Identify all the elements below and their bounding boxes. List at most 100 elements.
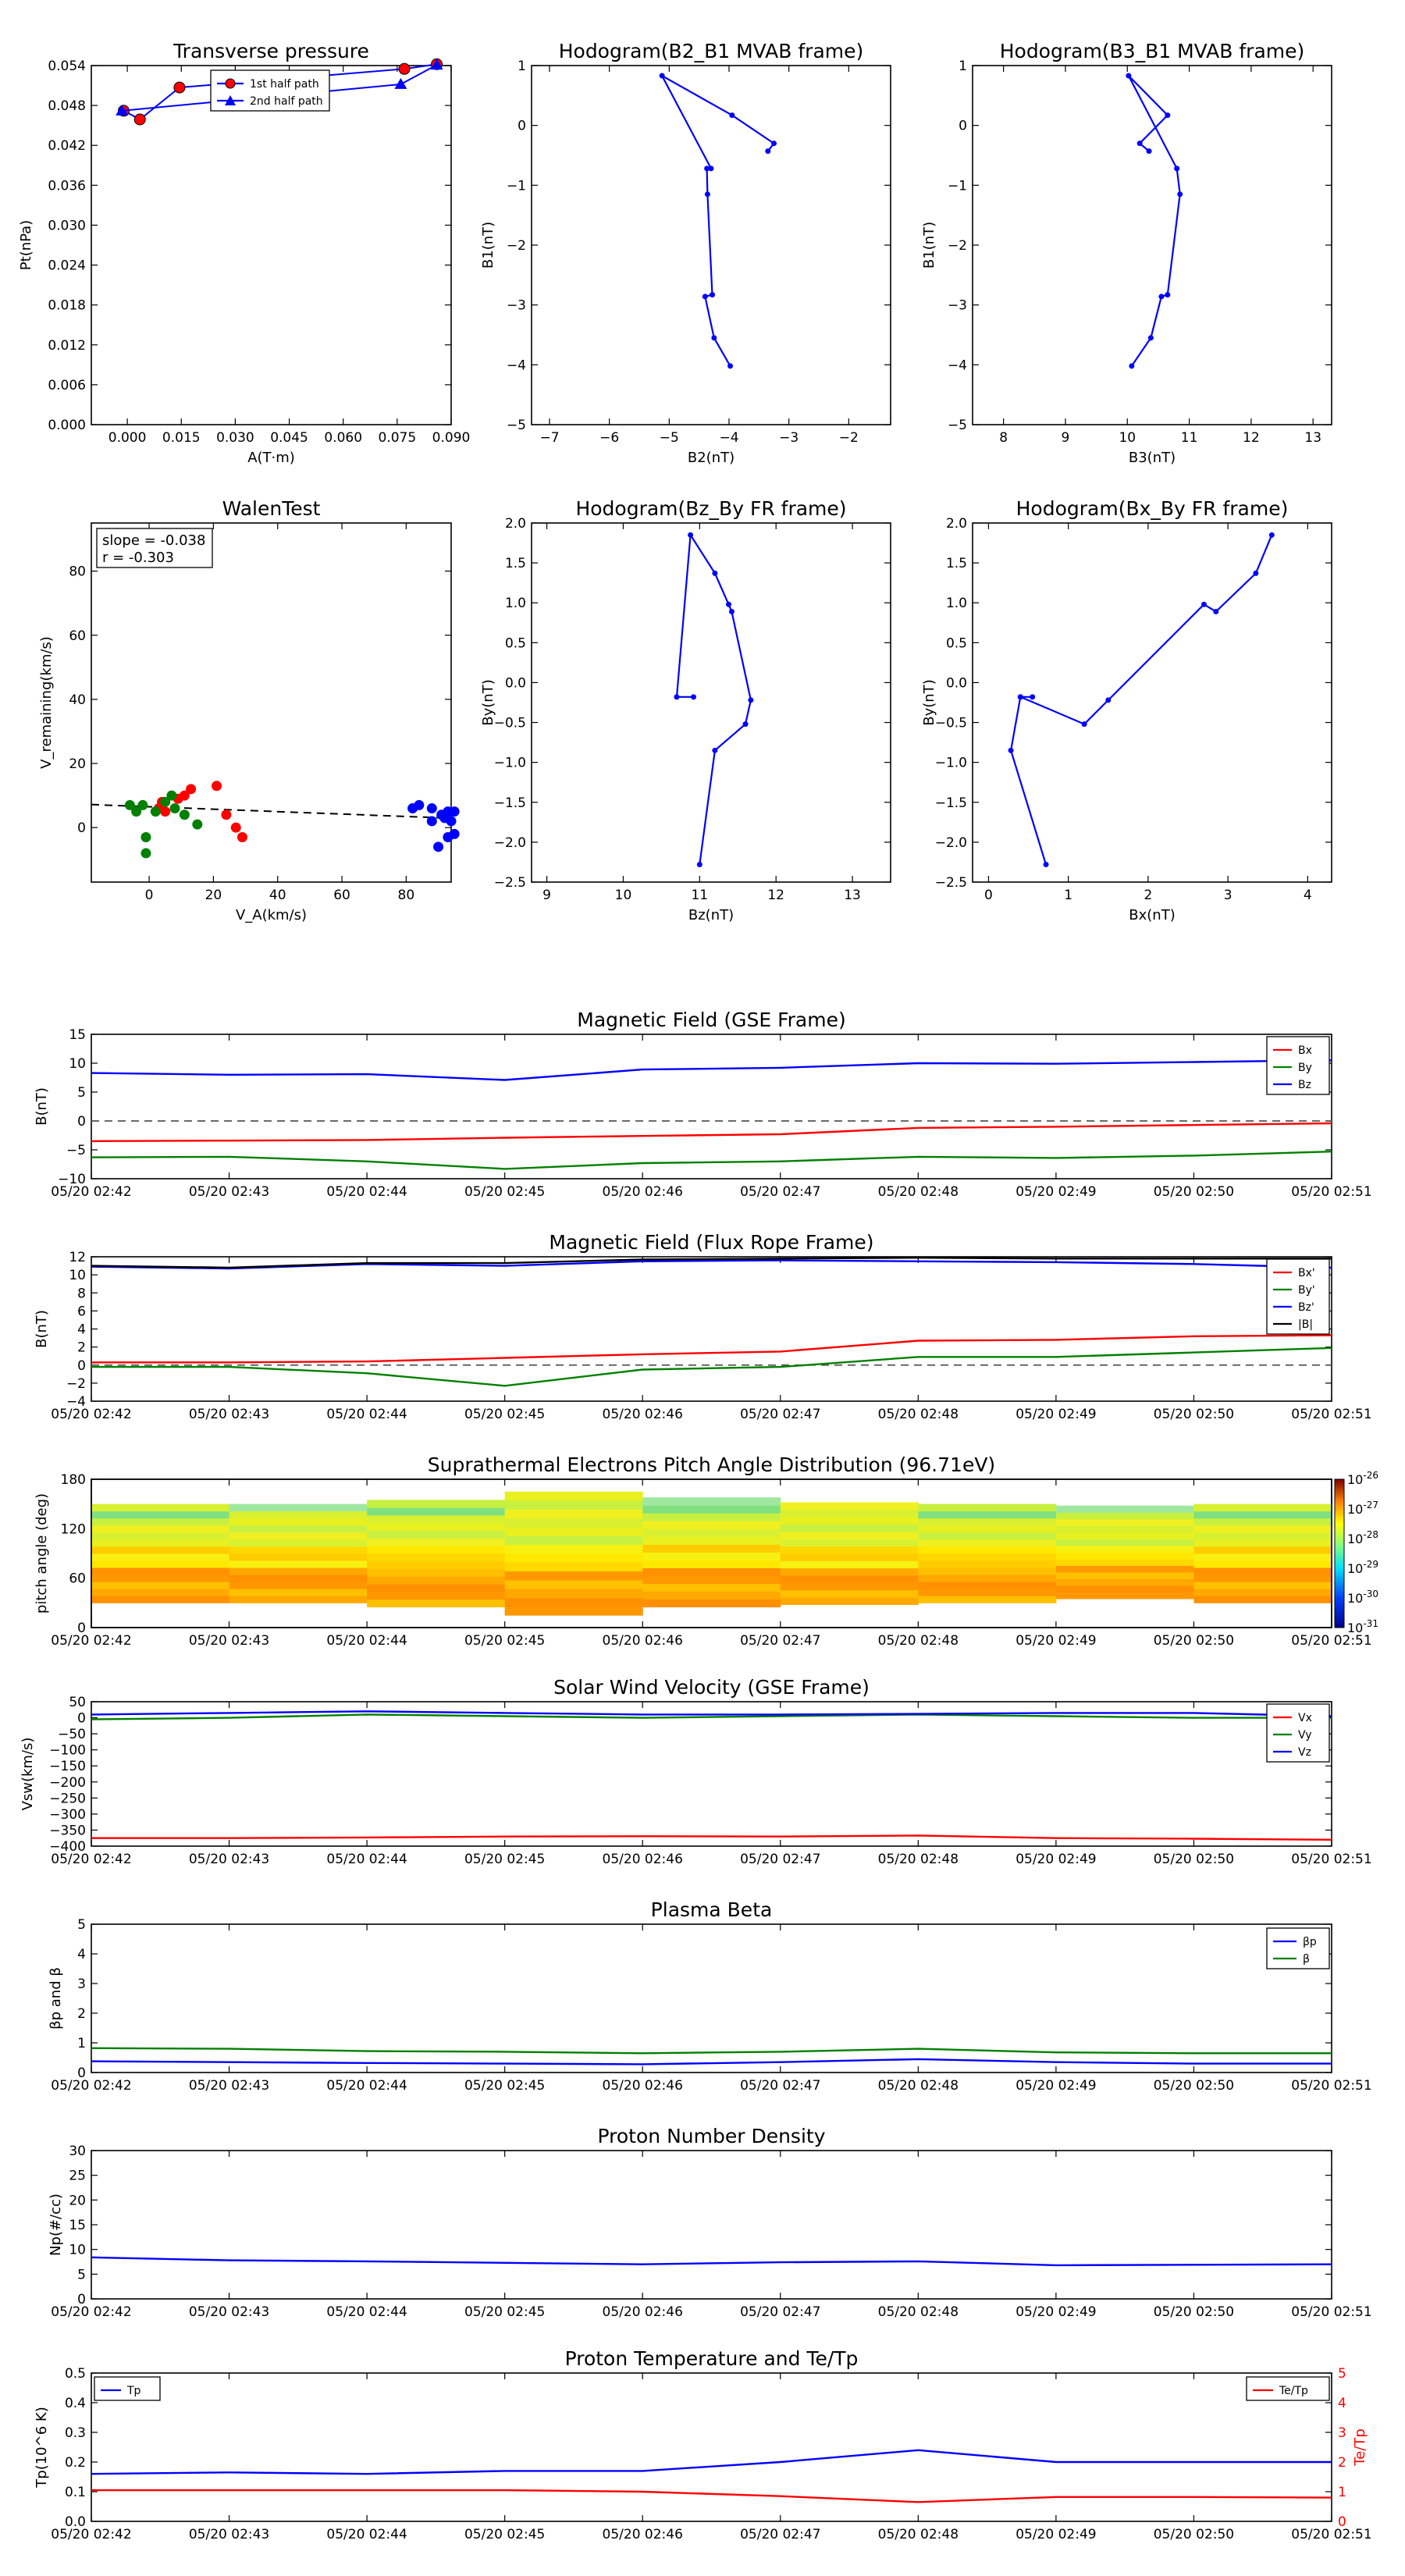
chart-title: Hodogram(B2_B1 MVAB frame) xyxy=(559,40,864,62)
hodogram-path xyxy=(660,73,776,367)
heatmap-cell xyxy=(780,1531,919,1539)
x-tick-label: 0.045 xyxy=(270,430,308,446)
heatmap-cell xyxy=(780,1560,919,1569)
heatmap-frame xyxy=(91,1478,1332,1628)
y-axis-label: pitch angle (deg) xyxy=(34,1493,50,1614)
x-tick-label: 05/20 02:46 xyxy=(603,1184,683,1200)
legend-label: Te/Tp xyxy=(1279,2385,1308,2397)
heatmap-cell xyxy=(1055,1558,1194,1566)
walen-point xyxy=(212,781,222,792)
heatmap-cell xyxy=(504,1562,643,1572)
hodogram-point xyxy=(1008,747,1014,753)
x-tick-label: 05/20 02:48 xyxy=(878,1407,959,1422)
heatmap-cell xyxy=(1055,1565,1194,1573)
y-right-tick-label: 5 xyxy=(1338,2366,1346,2382)
x-tick-label: 20 xyxy=(205,888,222,903)
x-tick-label: 05/20 02:50 xyxy=(1154,2078,1234,2094)
legend-label: βp xyxy=(1303,1936,1317,1948)
x-tick-label: 12 xyxy=(1243,430,1260,446)
x-tick-label: 05/20 02:42 xyxy=(51,1852,131,1867)
x-tick-label: 05/20 02:44 xyxy=(326,2527,407,2542)
x-tick-label: 05/20 02:43 xyxy=(189,2304,269,2320)
x-tick-label: 05/20 02:44 xyxy=(326,1184,407,1200)
x-tick-label: 05/20 02:48 xyxy=(878,1852,959,1867)
heatmap-cell xyxy=(918,1510,1057,1519)
hodogram-bx-by-chart-frame xyxy=(972,522,1332,883)
x-tick-label: 05/20 02:50 xyxy=(1154,2527,1234,2542)
walen-point xyxy=(449,828,460,839)
heatmap-cell xyxy=(229,1532,368,1540)
x-tick-label: 05/20 02:42 xyxy=(51,2078,131,2094)
x-tick-label: 05/20 02:44 xyxy=(326,2078,407,2094)
hodogram-point xyxy=(748,697,754,703)
walen-point xyxy=(414,799,425,810)
heatmap-cell xyxy=(91,1532,230,1540)
hodogram-point xyxy=(704,191,710,197)
heatmap-cell xyxy=(1055,1525,1194,1533)
legend-label: Vx xyxy=(1298,1712,1312,1724)
hodogram-point xyxy=(659,73,665,79)
x-tick-label: 05/20 02:47 xyxy=(740,2304,820,2320)
y-tick-label: 0 xyxy=(77,820,86,836)
legend xyxy=(1246,2376,1330,2401)
series-line xyxy=(91,2058,1332,2065)
y-tick-label: −2 xyxy=(66,1376,86,1392)
x-tick-label: 05/20 02:46 xyxy=(603,1407,683,1422)
heatmap-cell xyxy=(780,1589,919,1598)
hodogram-point xyxy=(728,608,735,614)
x-tick-label: 05/20 02:45 xyxy=(464,2304,545,2320)
x-tick-label: 0.030 xyxy=(216,430,254,446)
y-tick-label: 6 xyxy=(77,1304,86,1319)
y-tick-label: −10 xyxy=(58,1172,86,1187)
y-axis-label: V_remaining(km/s) xyxy=(38,636,55,769)
y-tick-label: −3 xyxy=(507,298,526,314)
heatmap-cell xyxy=(642,1528,781,1537)
heatmap-cell xyxy=(642,1536,781,1545)
x-tick-label: 05/20 02:48 xyxy=(878,2304,959,2320)
y-tick-label: 1 xyxy=(77,2036,86,2051)
heatmap-cell xyxy=(780,1553,919,1561)
hodogram-point xyxy=(1129,363,1135,369)
y-tick-label: 0.5 xyxy=(505,635,526,651)
hodogram-point xyxy=(1043,862,1049,868)
series-line xyxy=(91,1259,1332,1270)
x-tick-label: 05/20 02:42 xyxy=(51,2304,131,2320)
y-axis-label: By(nT) xyxy=(921,679,937,725)
y-tick-label: −200 xyxy=(49,1775,86,1791)
legend-label: |B| xyxy=(1298,1318,1313,1331)
walen-point xyxy=(160,796,171,807)
y-tick-label: 20 xyxy=(69,2193,86,2208)
heatmap-cell xyxy=(367,1514,506,1524)
hodogram-point xyxy=(704,165,710,172)
y-tick-label: −250 xyxy=(49,1791,86,1806)
magnetic-field-flux-rope-chart-frame xyxy=(91,1256,1332,1402)
hodogram-point xyxy=(1147,335,1154,341)
heatmap-cell xyxy=(642,1583,781,1592)
x-tick-label: 05/20 02:42 xyxy=(51,1184,131,1200)
y-tick-label: −2.5 xyxy=(935,875,967,891)
heatmap-cell xyxy=(918,1596,1057,1603)
walen-point xyxy=(426,816,437,827)
y-tick-label: −4 xyxy=(66,1394,86,1410)
proton-temperature-chart-frame xyxy=(91,2372,1332,2522)
y-tick-label: 0 xyxy=(77,2292,86,2307)
y-tick-label: 50 xyxy=(69,1695,86,1710)
series-line xyxy=(91,1347,1332,1387)
y-tick-label: 1 xyxy=(518,59,526,74)
x-tick-label: 05/20 02:45 xyxy=(464,2078,545,2094)
heatmap-cell xyxy=(642,1497,781,1506)
x-tick-label: 05/20 02:51 xyxy=(1291,2304,1371,2320)
hodogram-point xyxy=(674,694,680,700)
y-tick-label: 0 xyxy=(77,2065,86,2081)
x-tick-label: 05/20 02:48 xyxy=(878,1184,959,1200)
y-right-tick-label: 4 xyxy=(1338,2396,1346,2411)
y-tick-label: 80 xyxy=(69,564,86,580)
x-tick-label: 05/20 02:44 xyxy=(326,1407,407,1422)
y-tick-label: 0.000 xyxy=(48,418,86,433)
y-tick-label: 1.0 xyxy=(946,596,967,611)
heatmap-cell xyxy=(1193,1546,1332,1554)
heatmap-cell xyxy=(1055,1592,1194,1599)
x-tick-label: 0.075 xyxy=(379,430,417,446)
series-line xyxy=(91,1256,1332,1269)
